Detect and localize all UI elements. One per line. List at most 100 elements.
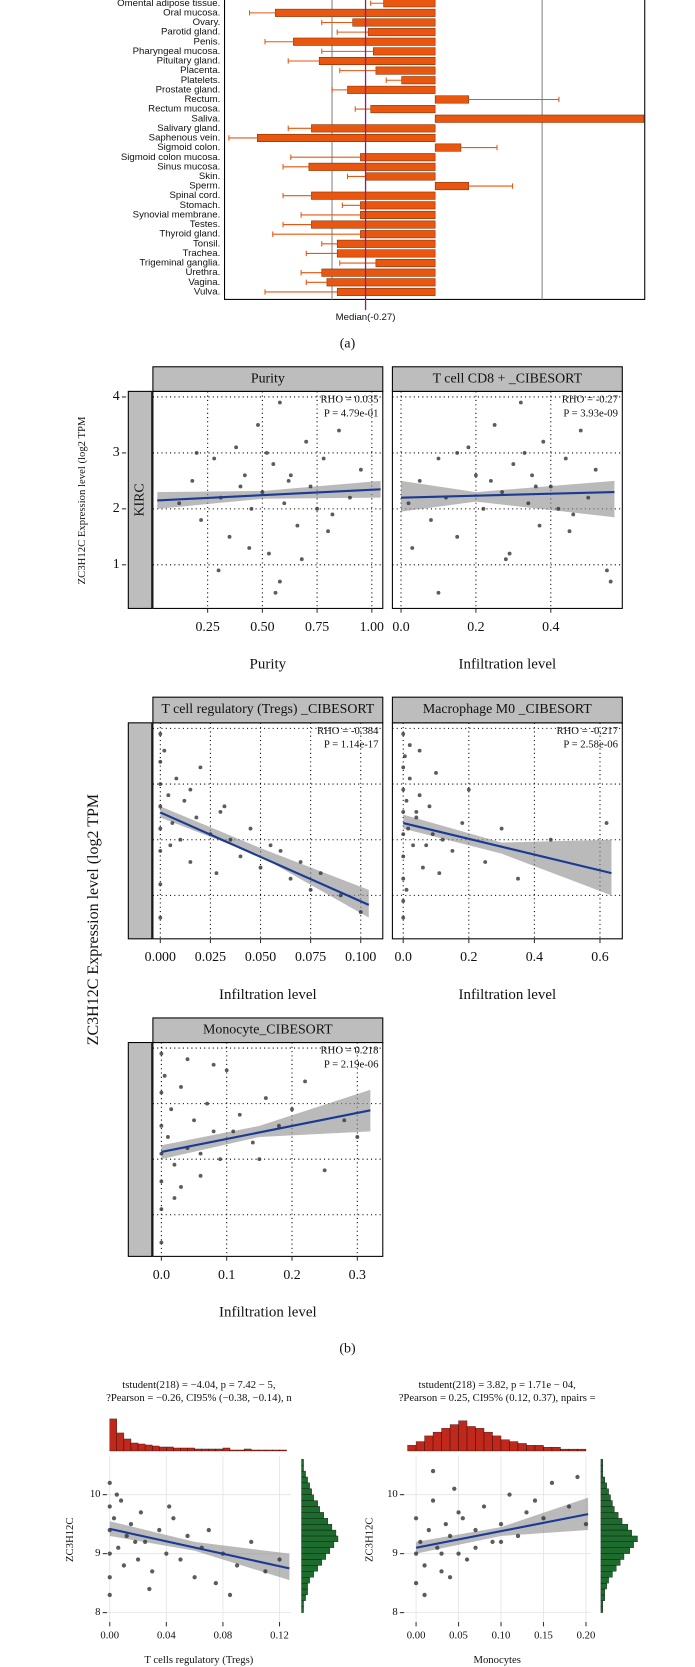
histogram-bar [229,1449,238,1452]
strip [152,366,384,392]
point [567,529,572,534]
histogram-bar [301,1523,333,1531]
error-bar [272,231,361,237]
side-strip [127,390,153,609]
point [498,1539,504,1544]
histogram-bar [600,1571,613,1578]
point [417,748,422,753]
plot-frame [224,0,646,300]
histogram-bar [600,1470,603,1478]
x-tick-label: 0.025 [195,950,226,965]
point [224,1068,229,1073]
point [172,1196,177,1200]
point [500,490,505,494]
point [135,1557,141,1562]
point [118,1498,124,1503]
point [258,865,263,870]
x-tick-label: 0.75 [305,620,329,635]
x-tick-label: 0.000 [145,950,176,965]
histogram-bar [301,1541,335,1548]
x-tick-label: 0.50 [250,620,274,635]
point [128,1522,134,1527]
category-label: Salivary gland. [157,123,220,134]
bar [367,28,436,37]
point [466,445,471,450]
y-tick-label: 4 [113,389,120,404]
bar [321,268,436,277]
point [566,1504,572,1509]
point [218,1157,223,1162]
bar [257,133,436,142]
point [107,1551,112,1556]
point [410,546,415,550]
point [541,439,546,444]
error-bar [282,164,309,170]
category-label: Testes. [190,219,220,230]
point [473,1527,478,1533]
x-axis-label: Infiltration level [219,1304,317,1320]
fit-line [161,1109,371,1154]
point [158,782,163,786]
error-bar [290,154,361,160]
point [488,478,493,483]
bar [336,287,436,296]
annotation: RHO = 0.035 [321,393,379,405]
point [263,1569,268,1574]
y-tick-label: 10 [387,1488,398,1500]
point [256,423,260,427]
fit-line [402,821,612,875]
category-label: Sinus mucosa. [157,161,220,172]
point [107,1592,112,1598]
annotation: P = 1.14e-17 [324,739,379,751]
category-label: Sigmoid colon mucosa. [121,152,220,163]
x-axis-label: Infiltration level [459,657,557,673]
histogram-bar [600,1588,605,1596]
x-tick-label: 0.050 [245,950,276,965]
point [185,1533,190,1539]
point [107,1575,112,1580]
histogram-bar [152,1445,160,1452]
category-label: Ovary. [193,17,221,28]
point [434,771,438,775]
point [401,899,406,903]
point [249,506,254,511]
point [549,1480,555,1486]
point [466,787,471,792]
x-tick-label: 0.4 [542,620,559,635]
histogram-bar [144,1444,153,1452]
annotation: RHO = -0.27 [562,393,619,405]
histogram-bar [301,1588,308,1596]
point [407,776,412,781]
strip [391,696,623,724]
histogram-bar [301,1518,329,1525]
histogram-bar [600,1547,630,1554]
point [170,821,175,825]
bar [370,105,436,114]
error-bar [460,144,498,151]
histogram-bar [432,1431,442,1452]
point [304,439,309,444]
fit-line [400,490,615,499]
histogram-bar [534,1445,544,1452]
point [238,484,243,489]
bar [434,114,645,123]
histogram-bar [215,1448,224,1452]
point [192,1575,197,1580]
x-tick-label: 0.00 [100,1629,119,1641]
point [436,590,441,595]
point [164,1551,169,1556]
histogram-bar [600,1512,619,1519]
point [456,1551,461,1556]
point [162,1073,167,1078]
point [211,1129,216,1134]
point [426,1527,431,1533]
histogram-bar [600,1494,611,1501]
point [537,523,542,528]
histogram-bar [600,1459,603,1466]
point [575,1474,580,1480]
point [530,473,534,478]
point [277,579,282,584]
point [511,462,516,467]
point [263,1096,268,1101]
point [121,1563,127,1568]
